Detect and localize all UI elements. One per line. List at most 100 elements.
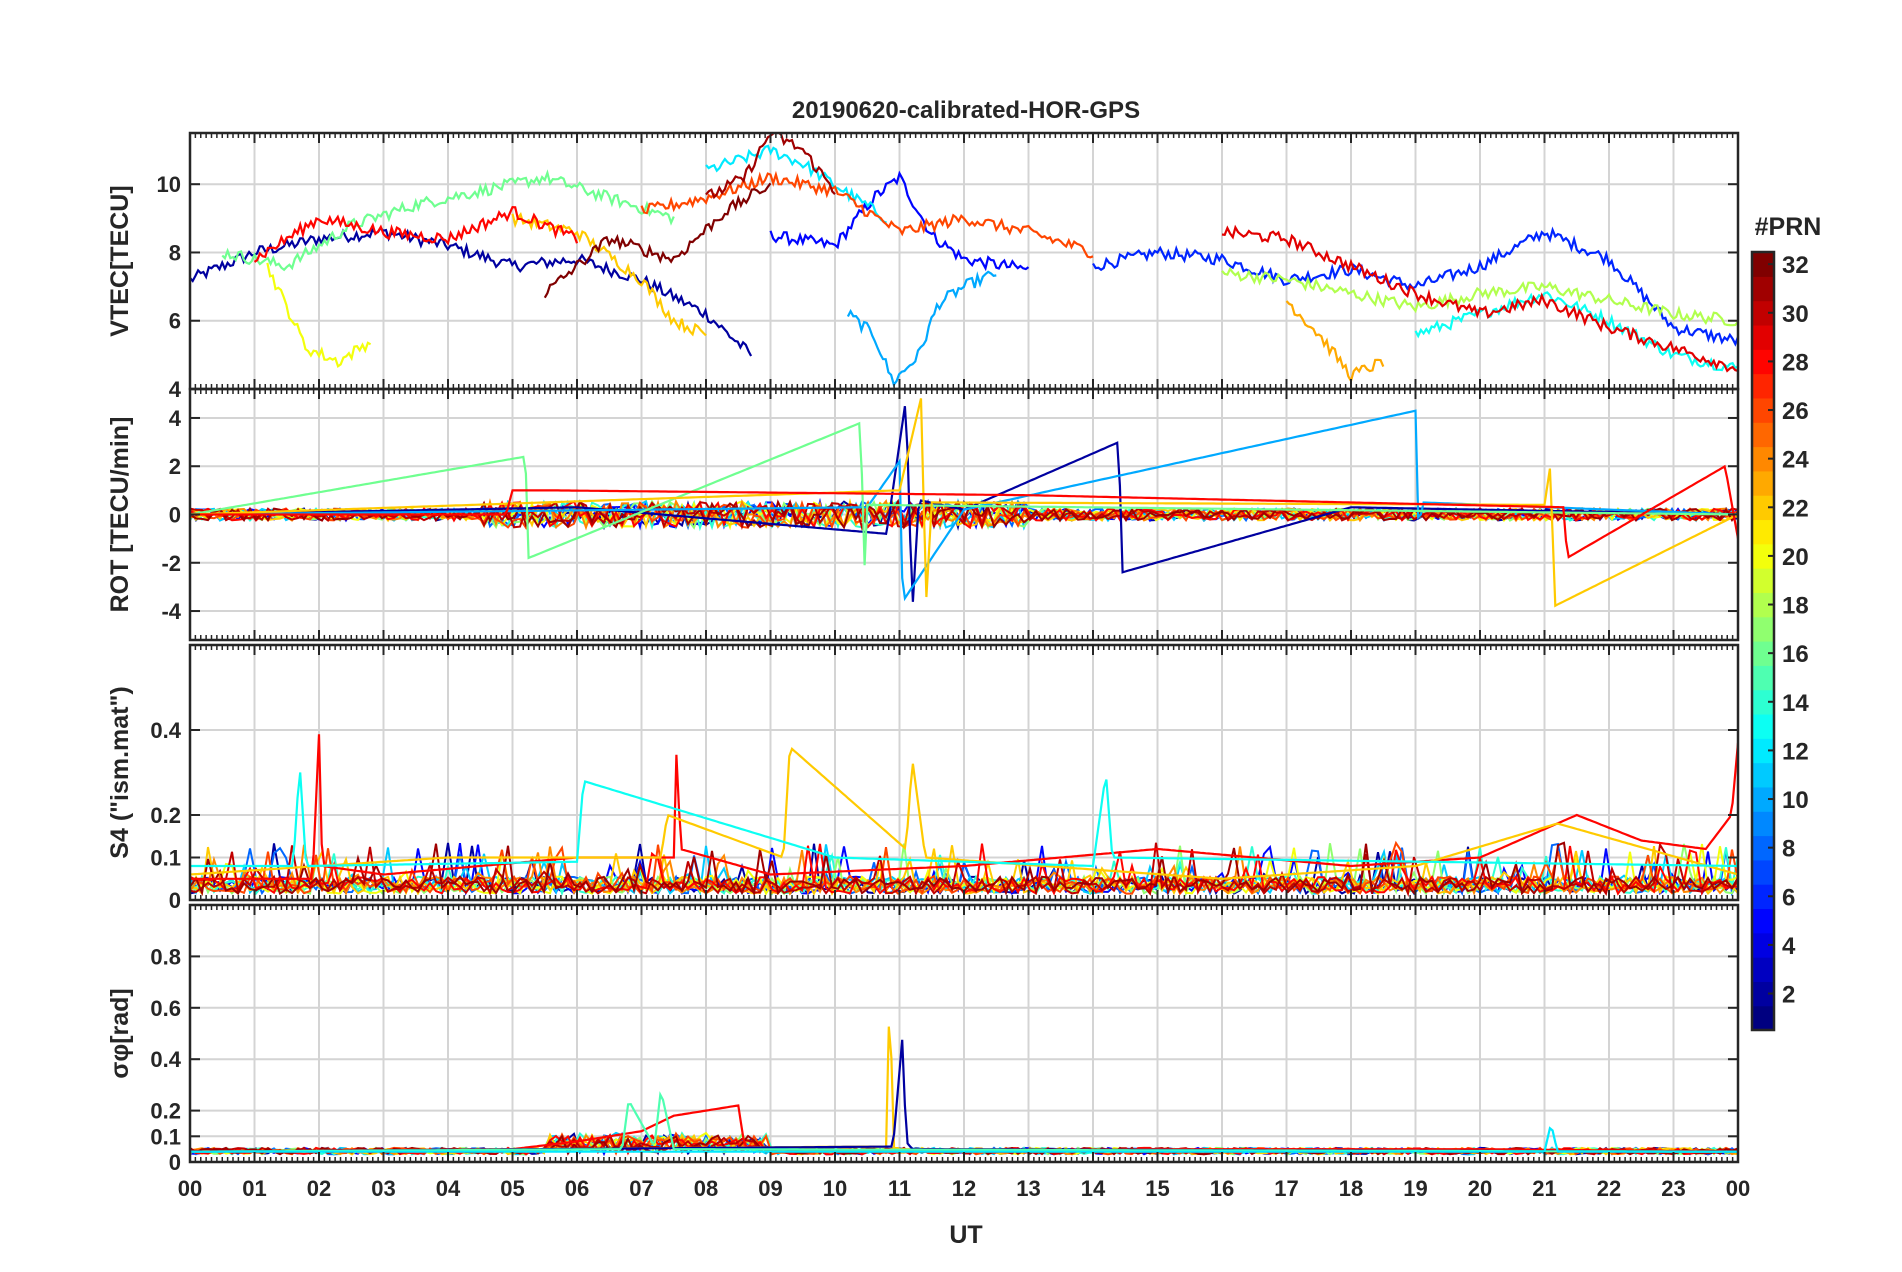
colorbar-tick-label: 18 [1782, 593, 1809, 620]
colorbar-tick-label: 24 [1782, 447, 1809, 474]
x-tick-label: 01 [242, 1176, 266, 1201]
x-tick-label: 12 [952, 1176, 976, 1201]
colorbar-tick-label: 26 [1782, 398, 1809, 425]
series-line-prn-28 [253, 205, 579, 263]
y-axis-label: VTEC[TECU] [106, 185, 134, 336]
series-line-prn-12 [190, 1126, 1738, 1153]
series-line-prn-10 [846, 270, 997, 388]
y-tick-label: 6 [169, 309, 181, 334]
colorbar-segment [1752, 932, 1774, 958]
x-tick-label: 15 [1145, 1176, 1169, 1201]
series-line-prn-28 [190, 734, 1738, 880]
x-tick-label: 09 [758, 1176, 782, 1201]
series-group [190, 398, 1738, 608]
noise-trace-prn-31 [190, 498, 1738, 530]
colorbar-segment [1752, 1005, 1774, 1031]
colorbar-segment [1752, 762, 1774, 788]
colorbar-segment [1752, 422, 1774, 448]
y-tick-label: -2 [161, 551, 181, 576]
y-tick-label: 8 [169, 240, 181, 265]
series-line-prn-16 [190, 421, 1738, 566]
colorbar-tick-label: 4 [1782, 933, 1796, 960]
colorbar-segment [1752, 252, 1774, 277]
y-tick-label: 0.6 [150, 996, 181, 1021]
colorbar-segment [1752, 446, 1774, 472]
colorbar-segment [1752, 981, 1774, 1007]
y-tick-label: 2 [169, 454, 181, 479]
y-axis-label: σφ[rad] [106, 988, 134, 1079]
colorbar-tick-label: 30 [1782, 301, 1809, 328]
colorbar-segment [1752, 859, 1774, 885]
x-tick-label: 00 [1726, 1176, 1750, 1201]
colorbar-segment [1752, 300, 1774, 326]
colorbar-segment [1752, 957, 1774, 982]
series-line-prn-20 [266, 262, 372, 369]
colorbar-tick-label: 2 [1782, 982, 1795, 1009]
colorbar-tick-label: 6 [1782, 884, 1795, 911]
y-tick-label: 0.2 [150, 803, 181, 828]
colorbar-segment [1752, 276, 1774, 302]
colorbar-segment [1752, 786, 1774, 812]
colorbar-segment [1752, 665, 1774, 691]
x-tick-label: 14 [1081, 1176, 1106, 1201]
x-tick-label: 02 [307, 1176, 331, 1201]
series-group [190, 133, 1738, 388]
colorbar-segment [1752, 495, 1774, 521]
colorbar-segment [1752, 373, 1774, 399]
colorbar-tick-label: 10 [1782, 787, 1809, 814]
x-tick-label: 16 [1210, 1176, 1234, 1201]
series-line-prn-18 [1221, 266, 1738, 327]
colorbar-tick-label: 22 [1782, 495, 1809, 522]
x-tick-label: 07 [629, 1176, 653, 1201]
colorbar-segment [1752, 884, 1774, 910]
y-tick-label: 0.2 [150, 1099, 181, 1124]
series-line-prn-2 [190, 226, 753, 357]
y-tick-label: 0 [169, 888, 181, 913]
colorbar-segment [1752, 908, 1774, 934]
colorbar-segment [1752, 324, 1774, 350]
colorbar-tick-label: 20 [1782, 544, 1809, 571]
colorbar-tick-label: 28 [1782, 349, 1809, 376]
x-tick-label: 19 [1403, 1176, 1427, 1201]
x-tick-label: 00 [178, 1176, 202, 1201]
y-tick-label: 4 [169, 377, 182, 402]
series-line-prn-13 [1414, 291, 1738, 372]
y-tick-label: 4 [169, 406, 182, 431]
colorbar-segment [1752, 543, 1774, 569]
colorbar-tick-label: 14 [1782, 690, 1809, 717]
x-tick-label: 23 [1661, 1176, 1685, 1201]
series-line-prn-6 [1092, 226, 1738, 347]
y-tick-label: 0.1 [150, 846, 181, 871]
x-tick-label: 13 [1016, 1176, 1040, 1201]
y-tick-label: 0.1 [150, 1124, 181, 1149]
x-tick-label: 20 [1468, 1176, 1492, 1201]
y-axis-label: ROT [TECU/min] [106, 417, 134, 613]
colorbar-segment [1752, 568, 1774, 593]
colorbar-frame [1750, 250, 1776, 1032]
colorbar-tick-label: 32 [1782, 252, 1809, 279]
y-tick-label: 0.4 [150, 718, 181, 743]
colorbar-segment [1752, 738, 1774, 764]
colorbar-tick-label: 16 [1782, 641, 1809, 668]
chart-title: 20190620-calibrated-HOR-GPS [792, 97, 1140, 124]
colorbar-segment [1752, 713, 1774, 739]
y-tick-label: 0.4 [150, 1047, 181, 1072]
x-axis-label: UT [949, 1221, 982, 1249]
panel-vtec: 4 6 8 10 VTEC[TECU] [106, 131, 1740, 402]
colorbar-title: #PRN [1755, 213, 1822, 241]
series-line-prn-13 [190, 772, 1738, 868]
x-tick-label: 11 [888, 1176, 911, 1201]
colorbar-segment [1752, 592, 1774, 618]
x-tick-label: 17 [1274, 1176, 1298, 1201]
y-axis-label: S4 ("ism.mat") [106, 686, 134, 858]
y-tick-label: 0 [169, 1150, 181, 1175]
series-line-prn-22 [190, 747, 1738, 880]
colorbar-segment [1752, 470, 1774, 496]
series-line-prn-12 [705, 144, 887, 224]
series-line-prn-28 [190, 464, 1738, 559]
series-line-prn-5 [769, 170, 1030, 272]
x-tick-label: 04 [436, 1176, 461, 1201]
panel-rot: -4 -2 0 2 4 ROT [TECU/min] [106, 387, 1740, 642]
